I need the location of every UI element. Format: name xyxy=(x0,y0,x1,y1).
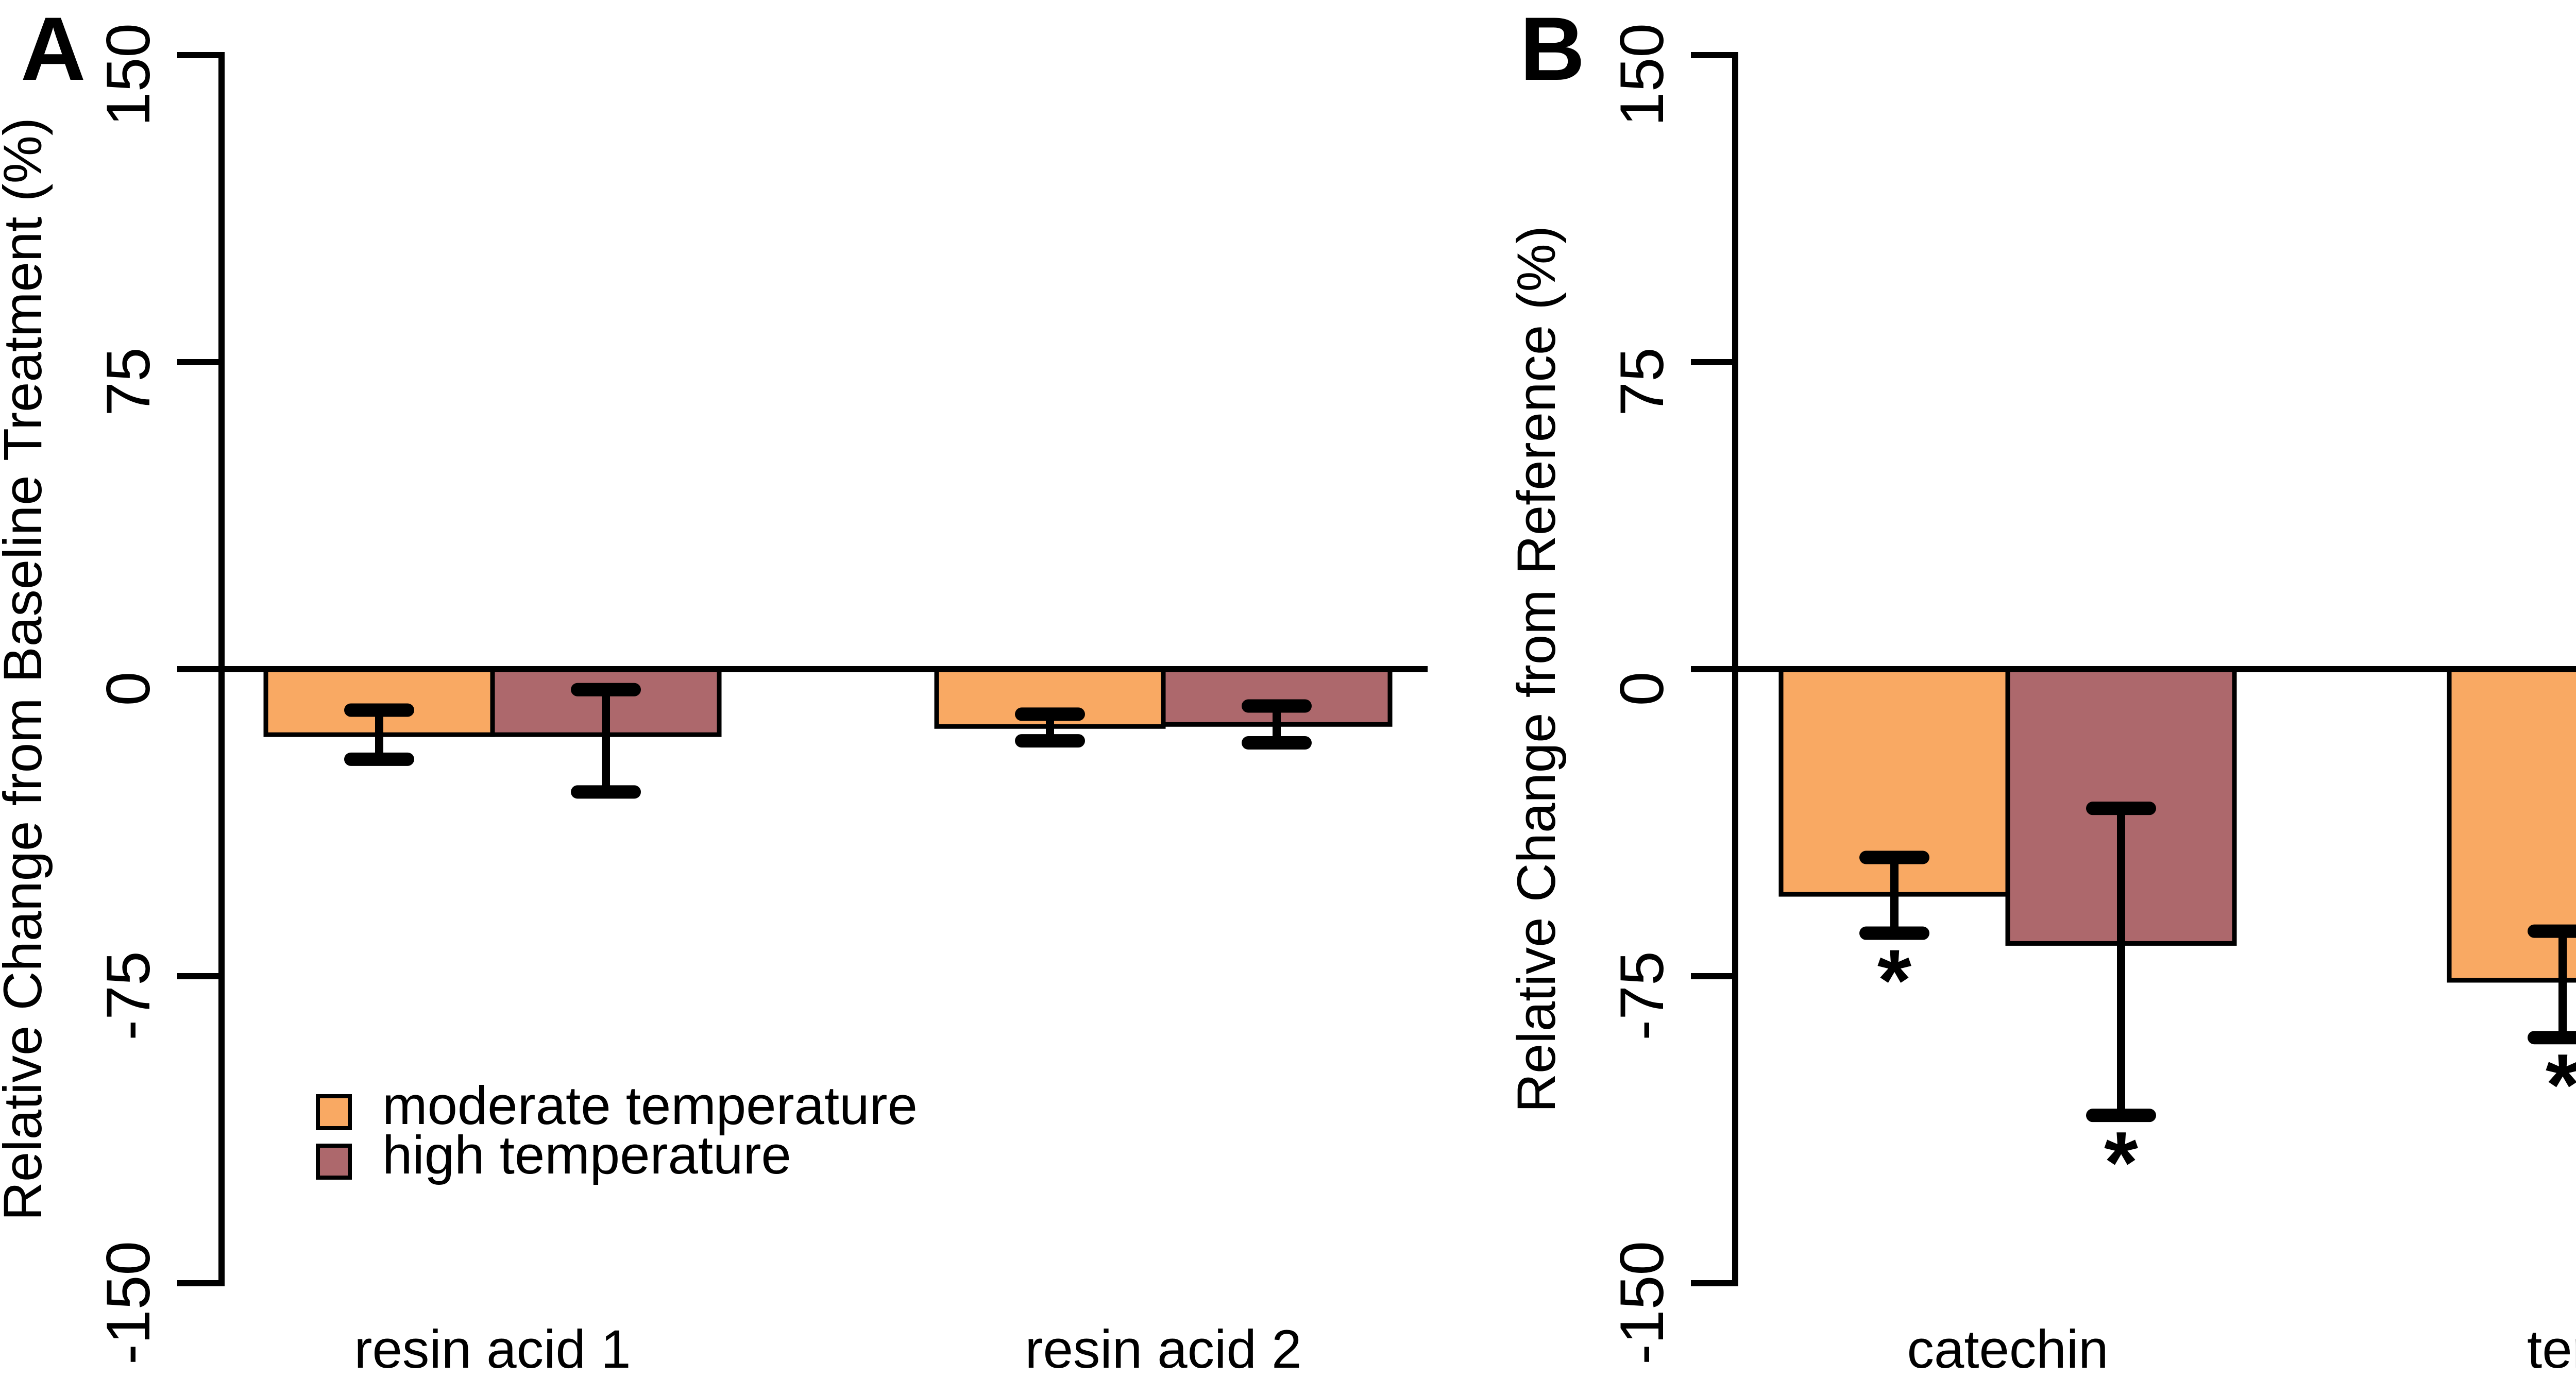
error-bars-group xyxy=(344,683,1312,799)
panel-letter-A: A xyxy=(21,0,86,99)
y-axis: 150 75 0 -75 -150 xyxy=(1607,23,1738,1365)
y-tick-label: 75 xyxy=(1607,347,1676,416)
y-tick-label: -150 xyxy=(1607,1241,1676,1365)
legend-label-high: high temperature xyxy=(382,1125,791,1185)
y-tick-label: 150 xyxy=(94,23,163,126)
bars-group xyxy=(263,667,1393,737)
x-category-label: resin acid 2 xyxy=(1025,1319,1302,1380)
significance-asterisk-catechin-high: * xyxy=(2104,1114,2138,1212)
x-category-label: resin acid 1 xyxy=(354,1319,631,1380)
y-axis-title: Relative Change from Baseline Treatment … xyxy=(0,117,53,1221)
y-axis: 150 75 0 -75 -150 xyxy=(94,23,225,1365)
y-tick-label: -75 xyxy=(94,951,163,1040)
y-tick-label: 0 xyxy=(94,672,163,706)
significance-asterisk-terpene-acid-moderate: * xyxy=(2546,1036,2576,1134)
y-tick-label: -75 xyxy=(1607,951,1676,1040)
y-axis-title: Relative Change from Reference (%) xyxy=(1506,226,1567,1113)
panel-A: A Relative Change from Baseline Treatment… xyxy=(0,0,1428,1380)
y-tick-label: 75 xyxy=(94,347,163,416)
error-bars-group: **** xyxy=(1859,802,2576,1212)
legend-label-moderate: moderate temperature xyxy=(382,1076,918,1136)
legend-swatch-high xyxy=(316,1144,352,1180)
x-category-label: catechin xyxy=(1907,1319,2108,1380)
y-tick-label: 0 xyxy=(1607,672,1676,706)
y-tick-label: -150 xyxy=(94,1241,163,1365)
panel-letter-B: B xyxy=(1520,0,1585,99)
legend-swatch-moderate xyxy=(316,1094,352,1130)
panel-B: B Relative Change from Reference (%) 150 75… xyxy=(1506,0,2576,1380)
significance-asterisk-catechin-moderate: * xyxy=(1877,932,1911,1030)
x-category-label: terpene acid xyxy=(2527,1319,2576,1380)
y-tick-label: 150 xyxy=(1607,23,1676,126)
